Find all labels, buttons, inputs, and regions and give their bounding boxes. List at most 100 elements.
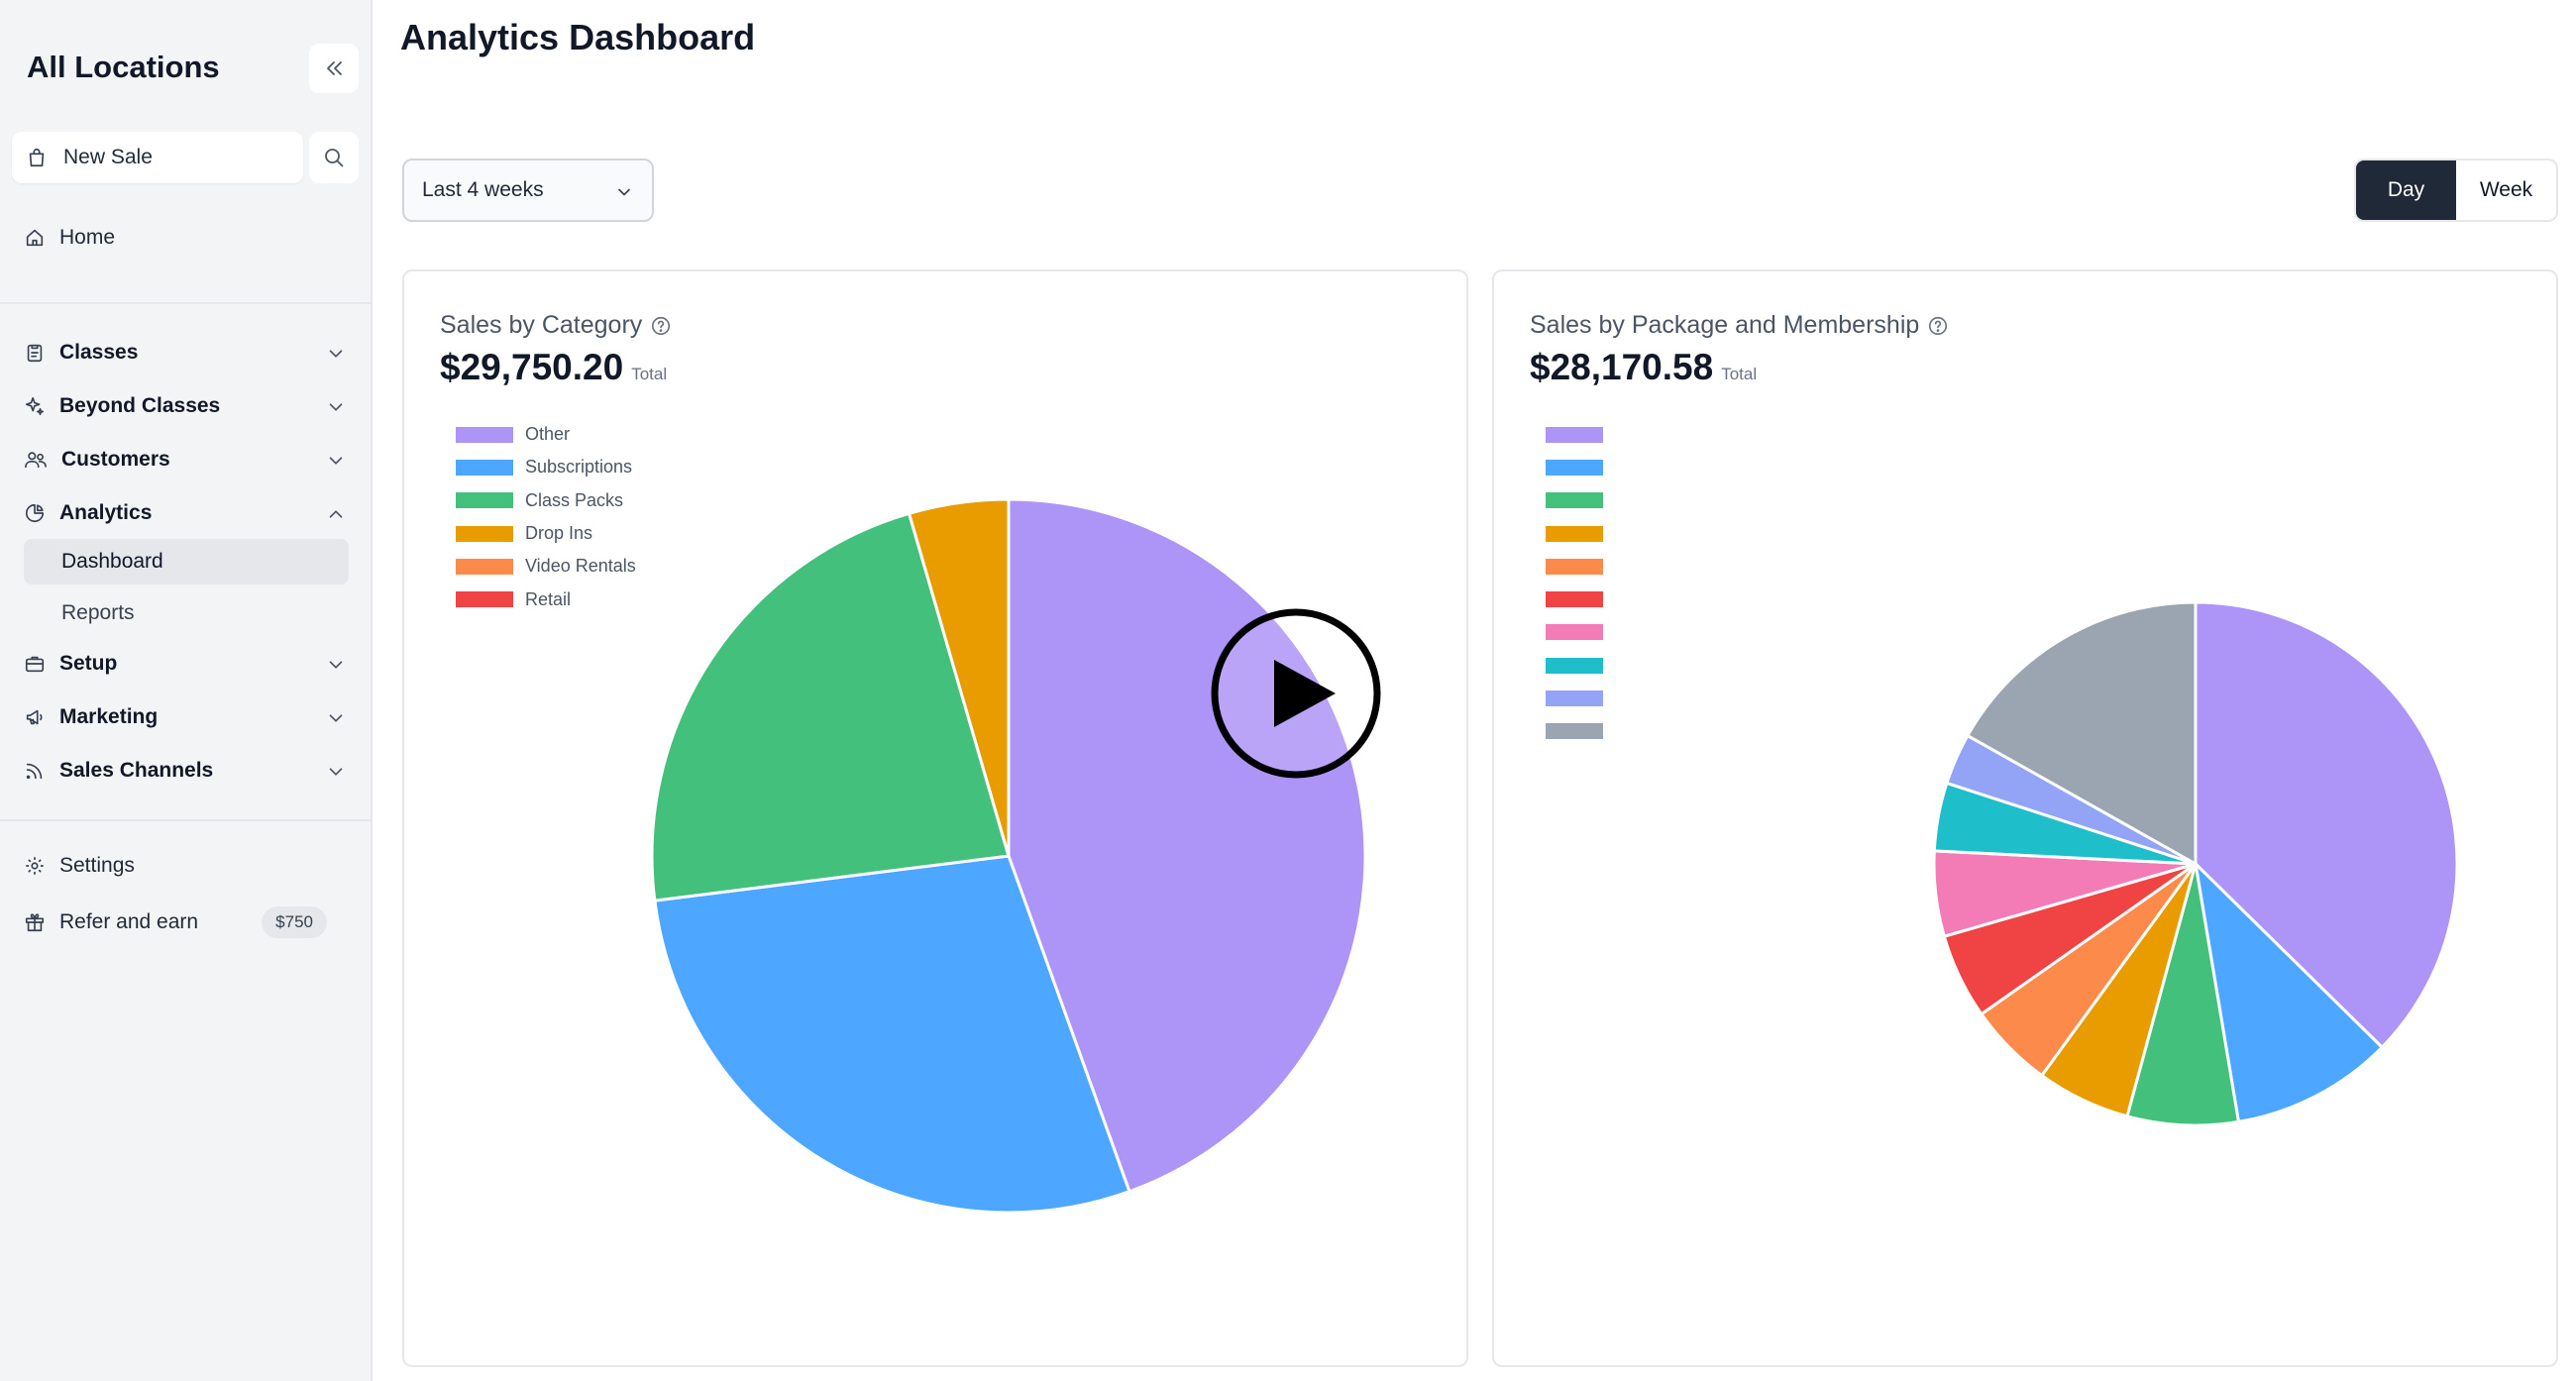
legend-item[interactable]: Class Packs <box>456 484 636 517</box>
legend-swatch <box>1546 690 1603 707</box>
pie-slice[interactable] <box>1965 600 2198 867</box>
date-range-select[interactable]: Last 4 weeks <box>402 159 654 222</box>
legend-swatch <box>1546 624 1603 641</box>
sidebar-item-classes[interactable]: Classes <box>24 331 353 374</box>
sidebar-item-sales-channels[interactable]: Sales Channels <box>24 749 353 793</box>
sidebar-item-label: Refer and earn <box>59 910 199 933</box>
sidebar-divider <box>0 819 373 821</box>
legend-label: Drop Ins <box>525 523 593 544</box>
legend-label: Subscriptions <box>525 457 633 478</box>
legend-item[interactable]: Video Rentals <box>456 550 636 583</box>
legend-swatch <box>456 459 513 476</box>
legend-item[interactable] <box>1546 517 1615 550</box>
legend-item[interactable] <box>1546 484 1615 517</box>
legend-swatch <box>1546 525 1603 542</box>
total-amount: $28,170.58 <box>1530 347 1714 387</box>
sales-by-package-card: Sales by Package and Membership $28,170.… <box>1492 269 2558 1367</box>
legend-swatch <box>456 492 513 509</box>
sidebar-item-home[interactable]: Home <box>24 216 353 260</box>
legend-swatch <box>456 591 513 608</box>
sidebar-item-customers[interactable]: Customers <box>24 438 353 481</box>
sidebar-item-reports[interactable]: Reports <box>61 601 135 624</box>
sidebar-item-label: Home <box>59 226 116 249</box>
pie-slice[interactable] <box>650 511 1011 903</box>
sidebar-item-marketing[interactable]: Marketing <box>24 695 353 739</box>
legend-item[interactable] <box>1546 550 1615 583</box>
play-icon <box>1274 660 1336 727</box>
card-total: $29,750.20 Total <box>440 347 667 388</box>
search-icon <box>325 149 344 167</box>
legend-item[interactable]: Retail <box>456 583 636 615</box>
legend-item[interactable]: Subscriptions <box>456 451 636 483</box>
collapse-sidebar-button[interactable] <box>309 44 359 93</box>
sidebar-divider <box>0 302 373 304</box>
sidebar-item-settings[interactable]: Settings <box>24 844 353 888</box>
sidebar-item-label: Analytics <box>59 501 153 524</box>
total-suffix: Total <box>1721 365 1758 383</box>
legend-label: Retail <box>525 588 572 609</box>
legend-swatch <box>1546 426 1603 443</box>
sidebar-item-label: Settings <box>59 854 135 877</box>
pie-slice[interactable] <box>2193 859 2385 1124</box>
legend-item[interactable] <box>1546 583 1615 615</box>
total-amount: $29,750.20 <box>440 347 624 387</box>
granularity-toggle: Day Week <box>2354 159 2558 222</box>
page-title: Analytics Dashboard <box>400 17 756 57</box>
home-icon <box>26 229 44 247</box>
pie-chart <box>1932 600 2459 1127</box>
legend-swatch <box>1546 492 1603 509</box>
sidebar-item-label: Classes <box>59 341 139 364</box>
gift-icon <box>25 913 45 932</box>
sidebar-item-label: Setup <box>59 652 118 675</box>
sidebar-item-dashboard[interactable]: Dashboard <box>24 539 349 584</box>
chevron-down-icon <box>329 350 343 358</box>
week-toggle-button[interactable]: Week <box>2479 178 2533 201</box>
legend-item[interactable] <box>1546 418 1615 451</box>
sidebar-item-refer[interactable]: Refer and earn $750 <box>24 901 353 944</box>
legend-label: Video Rentals <box>525 556 636 577</box>
sidebar-item-setup[interactable]: Setup <box>24 642 353 686</box>
legend-item[interactable] <box>1546 682 1615 714</box>
card-title-text: Sales by Category <box>440 311 643 339</box>
legend-item[interactable] <box>1546 715 1615 748</box>
total-suffix: Total <box>631 365 668 383</box>
chevron-down-icon <box>329 714 343 722</box>
chevron-down-icon <box>329 768 343 776</box>
pie-slice[interactable] <box>2125 863 2241 1127</box>
legend-swatch <box>456 525 513 542</box>
play-video-button[interactable] <box>1211 608 1381 779</box>
pie-slice[interactable] <box>653 854 1131 1215</box>
day-toggle-button[interactable]: Day <box>2356 160 2456 220</box>
legend-item[interactable] <box>1546 616 1615 649</box>
card-title: Sales by Package and Membership <box>1530 311 1949 340</box>
sidebar: All Locations New Sale Home Classes Beyo… <box>0 0 373 1381</box>
legend-swatch <box>456 558 513 575</box>
double-chevron-left-icon <box>327 61 342 75</box>
legend-swatch <box>456 426 513 443</box>
rss-icon <box>26 763 43 780</box>
date-range-value: Last 4 weeks <box>422 178 544 201</box>
legend-item[interactable] <box>1546 649 1615 682</box>
pie-slice[interactable] <box>2194 600 2459 1050</box>
location-title[interactable]: All Locations <box>27 50 220 84</box>
sidebar-item-label: Beyond Classes <box>59 394 221 417</box>
pie-slice[interactable] <box>907 497 1011 857</box>
search-button[interactable] <box>309 132 359 183</box>
sidebar-item-label: Marketing <box>59 705 159 728</box>
legend-item[interactable]: Other <box>456 418 636 451</box>
sparkles-icon <box>25 396 45 416</box>
card-total: $28,170.58 Total <box>1530 347 1757 388</box>
sidebar-item-analytics[interactable]: Analytics <box>24 491 353 535</box>
help-icon <box>652 316 671 335</box>
chart-legend: Other Subscriptions Class Packs Drop Ins Vid… <box>456 418 636 616</box>
chevron-down-icon <box>329 403 343 411</box>
legend-item[interactable] <box>1546 451 1615 483</box>
legend-item[interactable]: Drop Ins <box>456 517 636 550</box>
help-icon <box>1929 316 1948 335</box>
legend-swatch <box>1546 591 1603 608</box>
sidebar-item-beyond-classes[interactable]: Beyond Classes <box>24 384 353 428</box>
clipboard-icon <box>27 344 43 363</box>
card-title-text: Sales by Package and Membership <box>1530 311 1920 339</box>
new-sale-button[interactable]: New Sale <box>12 132 303 183</box>
chevron-down-icon <box>329 661 343 669</box>
